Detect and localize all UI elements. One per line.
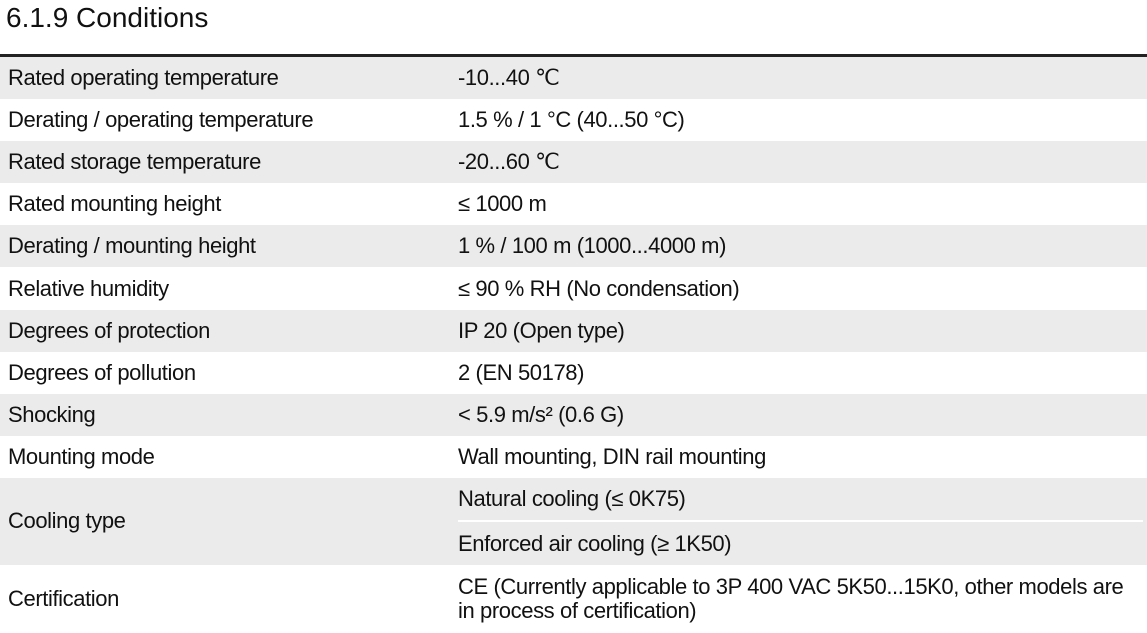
row-values: Wall mounting, DIN rail mounting [458, 436, 1147, 478]
table-row: Derating / mounting height 1 % / 100 m (1… [0, 225, 1147, 268]
row-values: 1 % / 100 m (1000...4000 m) [458, 225, 1147, 267]
row-values: -10...40 ℃ [458, 57, 1147, 99]
rule [0, 54, 1147, 57]
row-label: Rated mounting height [8, 191, 221, 217]
table-row: Relative humidity ≤ 90 % RH (No condensat… [0, 267, 1147, 309]
row-value: -20...60 ℃ [458, 149, 560, 175]
row-value: CE (Currently applicable to 3P 400 VAC 5… [458, 573, 1124, 623]
table-row: Rated operating temperature -10...40 ℃ [0, 57, 1147, 100]
row-values: ≤ 1000 m [458, 183, 1147, 225]
row-value: ≤ 90 % RH (No condensation) [458, 275, 740, 301]
table-row: Rated mounting height ≤ 1000 m [0, 183, 1147, 225]
table-row: Certification CE (Currently applicable to… [0, 565, 1147, 633]
row-label: Degrees of protection [8, 317, 210, 343]
row-values: CE (Currently applicable to 3P 400 VAC 5… [458, 573, 1147, 623]
row-value: Enforced air cooling (≥ 1K50) [458, 520, 1143, 565]
heading: 6.1.9 Conditions [6, 2, 209, 33]
row-label: Relative humidity [8, 275, 169, 301]
row-value: Wall mounting, DIN rail mounting [458, 443, 766, 469]
table-row: Cooling type Natural cooling (≤ 0K75) Enfo… [0, 477, 1147, 565]
row-values: -20...60 ℃ [458, 141, 1147, 183]
row-value: 1.5 % / 1 °C (40...50 °C) [458, 107, 685, 133]
row-label: Shocking [8, 401, 96, 427]
row-label: Mounting mode [8, 443, 155, 469]
row-label: Cooling type [8, 508, 126, 534]
row-values: IP 20 (Open type) [458, 310, 1147, 352]
row-values: 1.5 % / 1 °C (40...50 °C) [458, 99, 1147, 141]
row-values: 2 (EN 50178) [458, 352, 1147, 394]
row-label: Rated operating temperature [8, 65, 279, 91]
row-value: IP 20 (Open type) [458, 317, 625, 343]
table: Rated operating temperature -10...40 ℃ Der… [0, 57, 1147, 633]
row-label: Degrees of pollution [8, 359, 196, 385]
table-row: Mounting mode Wall mounting, DIN rail mou… [0, 436, 1147, 478]
row-value: < 5.9 m/s² (0.6 G) [458, 401, 624, 427]
row-value: Natural cooling (≤ 0K75) [458, 486, 686, 512]
table-row: Degrees of pollution 2 (EN 50178) [0, 352, 1147, 394]
row-value: -10...40 ℃ [458, 65, 560, 91]
row-values: Natural cooling (≤ 0K75) Enforced air coo… [458, 478, 1147, 565]
table-row: Derating / operating temperature 1.5 % / … [0, 99, 1147, 141]
row-value: 1 % / 100 m (1000...4000 m) [458, 233, 727, 259]
row-values: ≤ 90 % RH (No condensation) [458, 267, 1147, 309]
table-row: Shocking < 5.9 m/s² (0.6 G) [0, 393, 1147, 436]
table-row: Rated storage temperature -20...60 ℃ [0, 141, 1147, 184]
row-value: ≤ 1000 m [458, 191, 547, 217]
table-row: Degrees of protection IP 20 (Open type) [0, 309, 1147, 352]
row-values: < 5.9 m/s² (0.6 G) [458, 394, 1147, 436]
row-label: Derating / mounting height [8, 233, 256, 259]
row-value: 2 (EN 50178) [458, 359, 585, 385]
row-label: Certification [8, 585, 119, 611]
row-label: Rated storage temperature [8, 149, 261, 175]
row-label: Derating / operating temperature [8, 107, 314, 133]
